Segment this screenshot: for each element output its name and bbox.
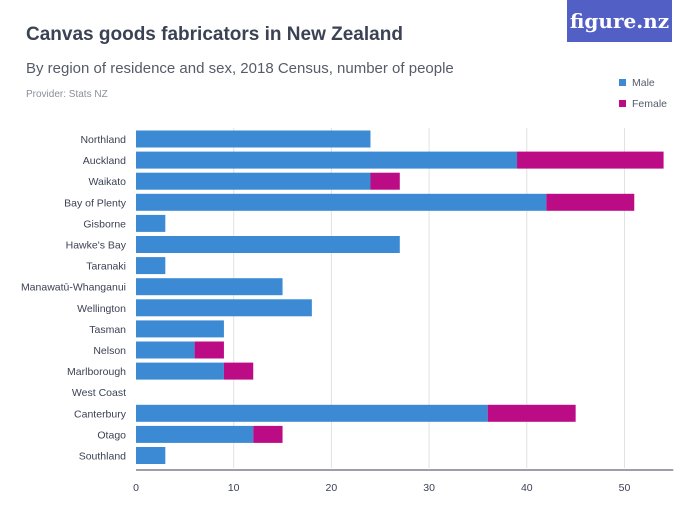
bar-male: [136, 236, 400, 253]
bar-male: [136, 257, 166, 275]
bar-male: [136, 278, 283, 296]
x-tick-label: 20: [326, 482, 338, 494]
bar-male: [136, 130, 371, 148]
category-label: Canterbury: [74, 408, 127, 420]
category-label: Otago: [97, 429, 126, 441]
legend-label-female: Female: [632, 97, 668, 110]
category-label: Marlborough: [67, 366, 126, 378]
bar-female: [370, 172, 400, 190]
category-label: Wellington: [77, 303, 126, 315]
x-tick-label: 10: [228, 482, 240, 494]
bar-male: [136, 299, 312, 317]
category-label: Nelson: [93, 345, 126, 357]
bar-female: [517, 151, 664, 169]
bar-male: [136, 193, 547, 211]
bar-male: [136, 404, 488, 422]
legend-swatch-male: [619, 79, 626, 86]
category-label: Taranaki: [86, 261, 126, 273]
bar-male: [136, 425, 254, 443]
category-label: Hawke's Bay: [66, 240, 127, 252]
bar-male: [136, 151, 518, 169]
bar-female: [546, 193, 635, 211]
legend: Male Female: [619, 72, 667, 114]
legend-swatch-female: [619, 100, 626, 107]
category-label: Northland: [80, 134, 126, 146]
bar-female: [194, 341, 224, 359]
bar-male: [136, 447, 166, 464]
category-label: Tasman: [89, 324, 126, 336]
chart-title: Canvas goods fabricators in New Zealand: [26, 24, 403, 45]
bar-male: [136, 214, 166, 232]
category-label: Auckland: [83, 155, 126, 167]
category-label: Manawatū-Whanganui: [21, 282, 126, 294]
bar-female: [223, 362, 254, 380]
figure-nz-logo[interactable]: figure.nz: [567, 0, 672, 42]
x-tick-label: 30: [423, 482, 435, 494]
x-tick-label: 40: [521, 482, 533, 494]
legend-item-male: Male: [619, 72, 667, 93]
category-label: Waikato: [88, 176, 126, 188]
bar-female: [253, 425, 283, 443]
x-tick-label: 0: [133, 482, 139, 494]
provider-label: Provider: Stats NZ: [26, 89, 108, 100]
bar-male: [136, 320, 224, 338]
legend-label-male: Male: [632, 76, 655, 89]
category-label: Gisborne: [83, 218, 126, 230]
bar-male: [136, 362, 224, 380]
legend-item-female: Female: [619, 93, 667, 114]
x-tick-label: 50: [619, 482, 631, 494]
category-label: Bay of Plenty: [64, 197, 127, 209]
bar-female: [487, 404, 576, 422]
category-label: Southland: [79, 451, 126, 463]
category-label: West Coast: [72, 387, 126, 399]
chart-subtitle: By region of residence and sex, 2018 Cen…: [26, 60, 454, 77]
bar-male: [136, 341, 195, 359]
bar-male: [136, 172, 371, 190]
